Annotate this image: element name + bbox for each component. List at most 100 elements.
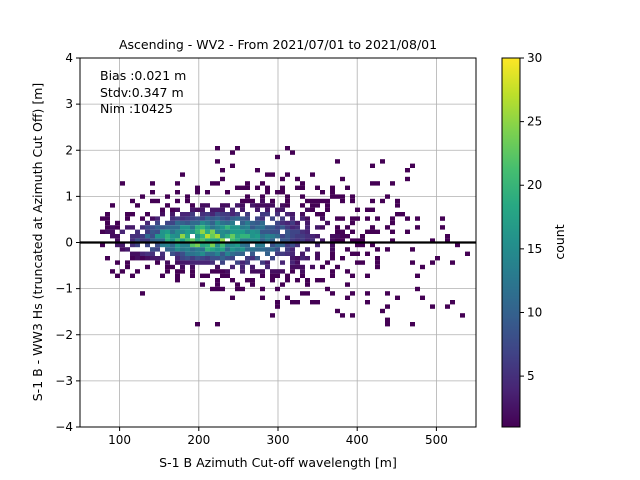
heatmap-bin [255, 225, 260, 230]
heatmap-bin [105, 216, 110, 221]
heatmap-bin [155, 260, 160, 265]
heatmap-bin [265, 229, 270, 234]
heatmap-bin [220, 273, 225, 278]
heatmap-bin [280, 260, 285, 265]
heatmap-bin [135, 203, 140, 208]
heatmap-bin [330, 247, 335, 252]
heatmap-bin [215, 242, 220, 248]
heatmap-bin [260, 238, 265, 243]
heatmap-bin [240, 198, 245, 204]
heatmap-bin [270, 216, 275, 221]
heatmap-bin [340, 256, 345, 261]
heatmap-bin [160, 234, 165, 239]
heatmap-bin [170, 216, 175, 221]
x-tick-label: 500 [425, 433, 448, 447]
heatmap-bin [330, 190, 335, 195]
heatmap-bin [175, 242, 180, 248]
heatmap-bin [120, 229, 125, 234]
heatmap-bin [225, 212, 230, 217]
heatmap-bin [115, 260, 120, 265]
heatmap-bin [190, 216, 195, 221]
heatmap-bin [225, 203, 230, 208]
heatmap-bin [140, 216, 145, 221]
heatmap-bin [270, 234, 275, 239]
heatmap-bin [330, 185, 335, 190]
heatmap-bin [315, 225, 320, 230]
heatmap-bin [320, 264, 325, 270]
heatmap-bin [325, 207, 330, 212]
heatmap-bin [295, 176, 300, 182]
heatmap-bin [350, 220, 355, 226]
heatmap-bin [340, 238, 345, 243]
heatmap-bin [235, 260, 240, 265]
heatmap-bin [300, 229, 305, 234]
heatmap-bin [375, 256, 380, 261]
heatmap-bin [265, 172, 270, 177]
heatmap-bin [445, 238, 450, 243]
heatmap-bin [250, 220, 255, 226]
heatmap-bin [250, 203, 255, 208]
heatmap-bin [240, 247, 245, 252]
heatmap-bin [345, 269, 350, 274]
heatmap-bin [195, 225, 200, 230]
heatmap-bin [215, 269, 220, 274]
heatmap-bin [230, 278, 235, 283]
heatmap-bin [365, 216, 370, 221]
heatmap-bin [150, 234, 155, 239]
heatmap-bin [200, 247, 205, 252]
heatmap-bin [230, 216, 235, 221]
heatmap-bin [155, 247, 160, 252]
heatmap-bin [260, 203, 265, 208]
heatmap-bin [245, 260, 250, 265]
heatmap-bin [290, 260, 295, 265]
heatmap-bin [200, 203, 205, 208]
heatmap-bin [215, 181, 220, 186]
heatmap-bin [220, 176, 225, 182]
heatmap-bin [335, 194, 340, 199]
heatmap-bin [285, 172, 290, 177]
heatmap-bin [170, 220, 175, 226]
heatmap-bin [125, 260, 130, 265]
heatmap-bin [130, 198, 135, 204]
heatmap-bin [295, 225, 300, 230]
heatmap-bin [180, 225, 185, 230]
heatmap-bin [190, 256, 195, 261]
heatmap-bin [180, 229, 185, 234]
heatmap-bin [175, 247, 180, 252]
heatmap-bin [405, 216, 410, 221]
heatmap-bin [255, 256, 260, 261]
heatmap-bin [315, 278, 320, 283]
heatmap-bin [315, 256, 320, 261]
heatmap-bin [140, 238, 145, 243]
heatmap-bin [185, 251, 190, 256]
heatmap-bin [235, 251, 240, 256]
heatmap-bin [255, 269, 260, 274]
heatmap-bin [285, 234, 290, 239]
heatmap-bin [145, 234, 150, 239]
heatmap-bins [100, 146, 470, 327]
heatmap-bin [240, 220, 245, 226]
heatmap-bin [190, 251, 195, 256]
x-axis: 100 200 300 400 500 [108, 427, 448, 447]
heatmap-bin [265, 238, 270, 243]
heatmap-bin [275, 273, 280, 278]
heatmap-bin [220, 207, 225, 212]
heatmap-bin [225, 269, 230, 274]
heatmap-bin [185, 216, 190, 221]
heatmap-bin [155, 256, 160, 261]
heatmap-bin [210, 220, 215, 226]
heatmap-bin [110, 203, 115, 208]
heatmap-bin [420, 295, 425, 300]
heatmap-bin [290, 256, 295, 261]
heatmap-bin [280, 185, 285, 190]
heatmap-bin [215, 238, 220, 243]
heatmap-bin [305, 229, 310, 234]
heatmap-bin [235, 216, 240, 221]
heatmap-bin [300, 234, 305, 239]
heatmap-bin [200, 225, 205, 230]
heatmap-bin [255, 234, 260, 239]
heatmap-bin [295, 264, 300, 270]
heatmap-bin [175, 190, 180, 195]
heatmap-bin [215, 212, 220, 217]
